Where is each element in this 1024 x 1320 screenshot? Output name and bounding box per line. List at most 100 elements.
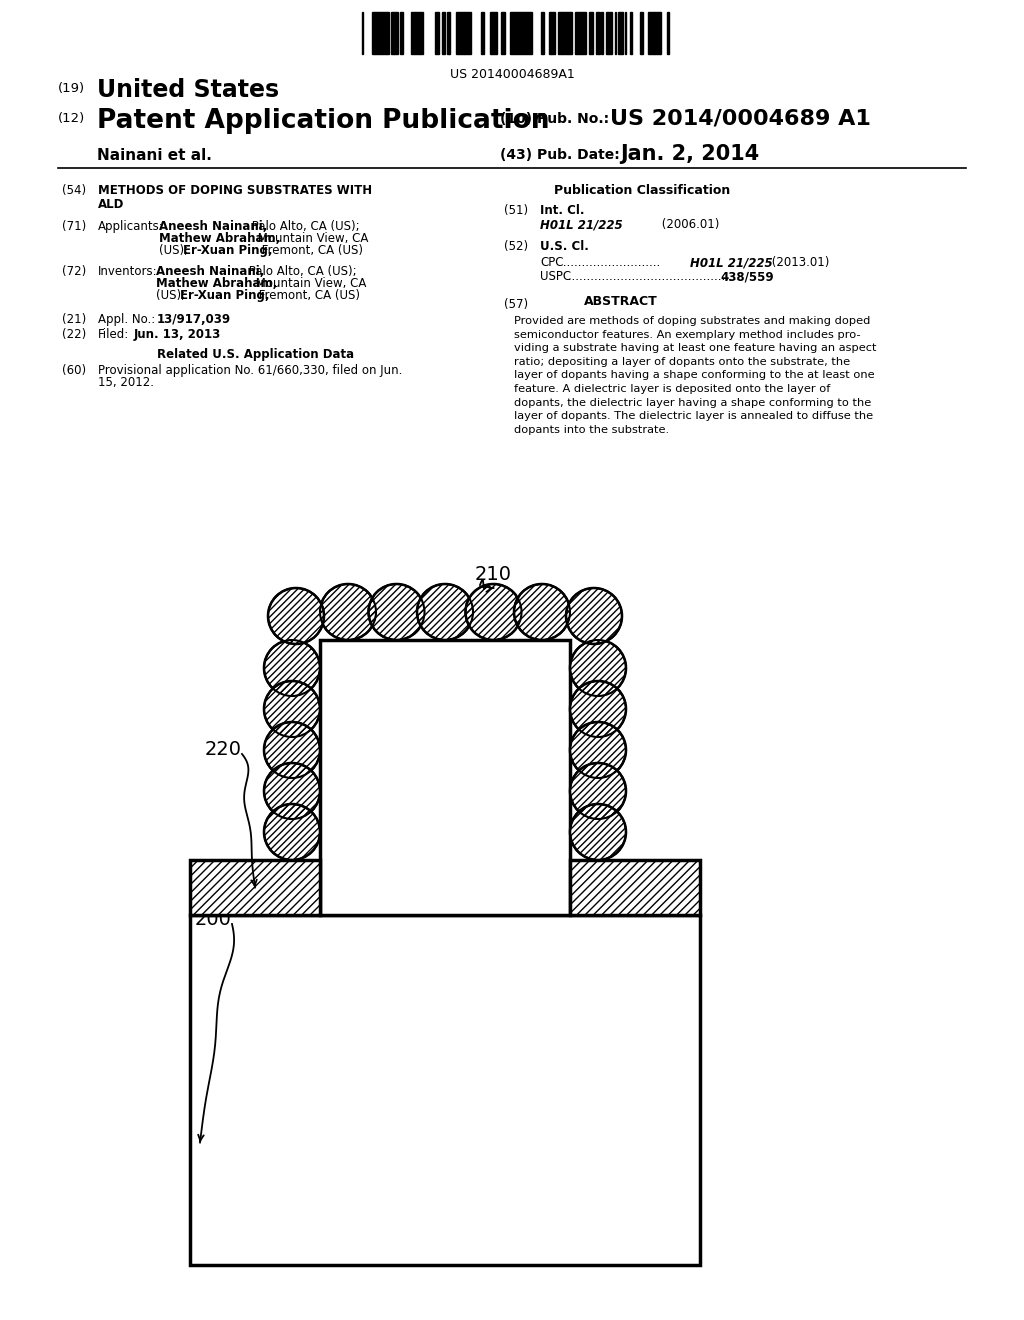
- Text: Mathew Abraham,: Mathew Abraham,: [156, 277, 278, 290]
- Bar: [648, 12, 650, 54]
- Bar: [394, 12, 398, 54]
- Text: 438/559: 438/559: [720, 271, 773, 282]
- Bar: [380, 12, 383, 54]
- Text: (72): (72): [62, 265, 86, 279]
- Text: Aneesh Nainani,: Aneesh Nainani,: [156, 265, 264, 279]
- Text: Inventors:: Inventors:: [98, 265, 158, 279]
- Text: (54): (54): [62, 183, 86, 197]
- Bar: [415, 12, 419, 54]
- Text: Related U.S. Application Data: Related U.S. Application Data: [157, 348, 354, 360]
- Bar: [570, 861, 700, 915]
- Circle shape: [570, 763, 626, 818]
- Circle shape: [268, 587, 324, 644]
- Text: (60): (60): [62, 364, 86, 378]
- Bar: [383, 12, 386, 54]
- Bar: [456, 12, 458, 54]
- Bar: [655, 12, 659, 54]
- Bar: [650, 12, 653, 54]
- Circle shape: [466, 583, 521, 640]
- Text: Mathew Abraham,: Mathew Abraham,: [159, 232, 281, 246]
- Text: Er-Xuan Ping,: Er-Xuan Ping,: [180, 289, 269, 302]
- Bar: [570, 12, 572, 54]
- Bar: [492, 12, 496, 54]
- Bar: [458, 12, 460, 54]
- Bar: [501, 12, 504, 54]
- Text: US 2014/0004689 A1: US 2014/0004689 A1: [610, 108, 870, 128]
- Circle shape: [514, 583, 570, 640]
- Text: (10) Pub. No.:: (10) Pub. No.:: [500, 112, 609, 125]
- Text: Palo Alto, CA (US);: Palo Alto, CA (US);: [248, 220, 359, 234]
- Circle shape: [369, 583, 425, 640]
- Text: 15, 2012.: 15, 2012.: [98, 376, 154, 389]
- Bar: [528, 12, 530, 54]
- Circle shape: [566, 587, 622, 644]
- Bar: [490, 12, 492, 54]
- Circle shape: [319, 583, 376, 640]
- Circle shape: [570, 804, 626, 861]
- Circle shape: [570, 681, 626, 737]
- Text: (43) Pub. Date:: (43) Pub. Date:: [500, 148, 620, 162]
- Text: Filed:: Filed:: [98, 327, 129, 341]
- Text: METHODS OF DOPING SUBSTRATES WITH: METHODS OF DOPING SUBSTRATES WITH: [98, 183, 372, 197]
- Text: (2006.01): (2006.01): [628, 218, 720, 231]
- Text: USPC: USPC: [540, 271, 571, 282]
- Bar: [387, 12, 389, 54]
- Text: ..............................................: ........................................…: [564, 271, 740, 282]
- Text: (US);: (US);: [159, 244, 191, 257]
- Bar: [630, 12, 632, 54]
- Text: H01L 21/225: H01L 21/225: [540, 218, 623, 231]
- Text: 220: 220: [205, 741, 242, 759]
- Text: Jun. 13, 2013: Jun. 13, 2013: [134, 327, 221, 341]
- Text: Fremont, CA (US): Fremont, CA (US): [258, 244, 362, 257]
- Text: Mountain View, CA: Mountain View, CA: [252, 277, 367, 290]
- Text: Applicants:: Applicants:: [98, 220, 164, 234]
- Text: Mountain View, CA: Mountain View, CA: [254, 232, 369, 246]
- Bar: [375, 12, 379, 54]
- Bar: [460, 12, 462, 54]
- Text: CPC: CPC: [540, 256, 563, 269]
- Bar: [465, 12, 468, 54]
- Bar: [596, 12, 600, 54]
- Bar: [558, 12, 562, 54]
- Bar: [641, 12, 643, 54]
- Bar: [190, 915, 700, 1265]
- Circle shape: [264, 681, 319, 737]
- Text: (21): (21): [62, 313, 86, 326]
- Text: Provisional application No. 61/660,330, filed on Jun.: Provisional application No. 61/660,330, …: [98, 364, 402, 378]
- Circle shape: [417, 583, 473, 640]
- Bar: [481, 12, 484, 54]
- Bar: [419, 12, 423, 54]
- Bar: [468, 12, 471, 54]
- Text: (52): (52): [504, 240, 528, 253]
- Bar: [510, 12, 514, 54]
- Bar: [551, 12, 555, 54]
- Text: Provided are methods of doping substrates and making doped
semiconductor feature: Provided are methods of doping substrate…: [514, 315, 877, 434]
- Text: ABSTRACT: ABSTRACT: [584, 294, 657, 308]
- Text: Aneesh Nainani,: Aneesh Nainani,: [159, 220, 267, 234]
- Text: (2013.01): (2013.01): [768, 256, 829, 269]
- Text: United States: United States: [97, 78, 280, 102]
- Text: (71): (71): [62, 220, 86, 234]
- Bar: [549, 12, 551, 54]
- Text: US 20140004689A1: US 20140004689A1: [450, 69, 574, 81]
- Text: (12): (12): [58, 112, 85, 125]
- Bar: [447, 12, 449, 54]
- Circle shape: [264, 722, 319, 777]
- Text: Int. Cl.: Int. Cl.: [540, 205, 585, 216]
- Bar: [372, 12, 375, 54]
- Text: Appl. No.:: Appl. No.:: [98, 313, 156, 326]
- Bar: [190, 861, 319, 915]
- Text: Jan. 2, 2014: Jan. 2, 2014: [620, 144, 759, 164]
- Bar: [514, 12, 518, 54]
- Text: U.S. Cl.: U.S. Cl.: [540, 240, 589, 253]
- Bar: [579, 12, 582, 54]
- Text: 210: 210: [475, 565, 512, 583]
- Text: 13/917,039: 13/917,039: [157, 313, 231, 326]
- Bar: [526, 12, 528, 54]
- Bar: [319, 640, 570, 915]
- Text: ALD: ALD: [98, 198, 124, 211]
- Bar: [435, 12, 439, 54]
- Bar: [400, 12, 403, 54]
- Bar: [563, 12, 567, 54]
- Bar: [608, 12, 612, 54]
